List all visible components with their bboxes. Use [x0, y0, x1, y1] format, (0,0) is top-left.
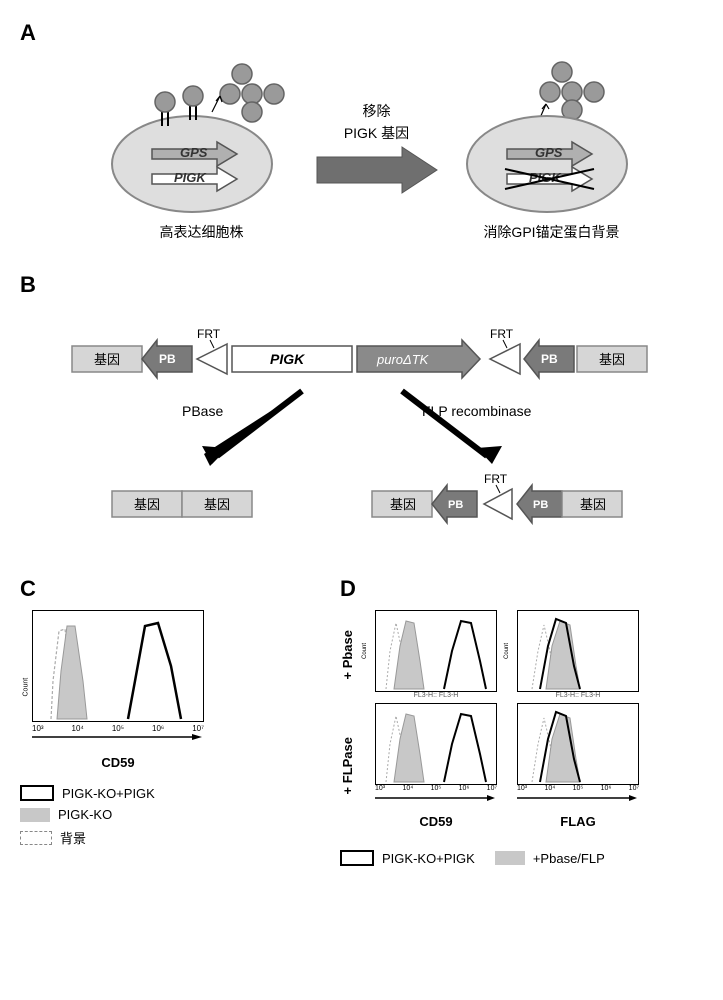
svg-text:FRT: FRT — [490, 327, 514, 341]
tick: 10⁵ — [431, 785, 442, 792]
tick: 10⁶ — [152, 724, 164, 733]
arrow-text-bottom: PIGK 基因 — [344, 123, 409, 143]
legend-row: +Pbase/FLP — [495, 851, 605, 866]
d-hist-1-2 — [517, 610, 639, 692]
right-cell-svg: GPS PIGK — [452, 54, 652, 214]
tick: 10⁵ — [112, 724, 124, 733]
svg-text:PB: PB — [448, 499, 463, 511]
panel-c: C Count 10³ 10⁴ 10⁵ — [20, 576, 300, 866]
tick: 10⁴ — [402, 785, 413, 792]
svg-text:基因: 基因 — [599, 352, 625, 367]
legend-fill-icon — [495, 851, 525, 865]
arrow-text-top: 移除 — [363, 101, 391, 121]
row1-label: + Pbase — [340, 630, 355, 680]
d-hist-2-1 — [375, 703, 497, 785]
tiny-y: Count — [504, 651, 510, 659]
d-col1-label: CD59 — [375, 814, 497, 829]
panel-b: B 基因 PB FRT PIGK puroΔTK — [20, 272, 703, 546]
svg-text:FRT: FRT — [484, 472, 508, 486]
big-arrow-icon — [312, 145, 442, 195]
svg-text:基因: 基因 — [134, 497, 160, 512]
legend-row: PIGK-KO+PIGK — [20, 785, 300, 801]
legend-row: 背景 — [20, 828, 300, 847]
row2-label: + FLPase — [340, 737, 355, 794]
panel-a: A — [20, 20, 703, 242]
panel-d-label: D — [340, 576, 703, 602]
d-col2-label: FLAG — [517, 814, 639, 829]
left-cell-diagram: GPS PIGK 高表达细胞株 — [102, 54, 302, 242]
left-cell-svg: GPS PIGK — [102, 54, 302, 214]
svg-text:PIGK: PIGK — [270, 351, 305, 367]
left-cell-caption: 高表达细胞株 — [160, 222, 244, 242]
svg-text:PBase: PBase — [182, 403, 223, 419]
panel-c-histogram — [32, 610, 204, 722]
legend-dash-icon — [20, 831, 52, 845]
svg-text:FLP recombinase: FLP recombinase — [422, 403, 532, 419]
legend1-text: PIGK-KO+PIGK — [62, 786, 155, 801]
svg-text:基因: 基因 — [94, 352, 120, 367]
tick: 10³ — [517, 785, 527, 792]
panel-a-content: GPS PIGK 高表达细胞株 移除 PIGK 基因 — [20, 54, 703, 242]
legend-outline-icon — [20, 785, 54, 801]
right-cell-diagram: GPS PIGK 消除GPI锚定蛋白背景 — [452, 54, 652, 242]
legend2-text: PIGK-KO — [58, 807, 112, 822]
count-axis-label: Count — [23, 684, 30, 696]
tick: 10⁴ — [544, 785, 555, 792]
legend-fill-icon — [20, 808, 50, 822]
panel-a-label: A — [20, 20, 703, 46]
panel-cd-row: C Count 10³ 10⁴ 10⁵ — [20, 576, 703, 866]
panel-b-label: B — [20, 272, 703, 298]
panel-c-label: C — [20, 576, 300, 602]
svg-text:PIGK: PIGK — [174, 170, 207, 185]
tick: 10⁵ — [573, 785, 584, 792]
svg-text:基因: 基因 — [390, 497, 416, 512]
tiny-x: FL3-H:: FL3-H — [517, 692, 639, 699]
panel-b-content: 基因 PB FRT PIGK puroΔTK FRT — [20, 306, 703, 546]
tick: 10⁷ — [629, 785, 639, 792]
tick: 10⁷ — [192, 724, 204, 733]
svg-text:puroΔTK: puroΔTK — [376, 352, 430, 367]
tick: 10⁷ — [487, 785, 497, 792]
d-hist-2-2 — [517, 703, 639, 785]
legend-row: PIGK-KO — [20, 807, 300, 822]
panel-b-svg: 基因 PB FRT PIGK puroΔTK FRT — [52, 306, 672, 546]
legend-outline-icon — [340, 850, 374, 866]
tick: 10³ — [32, 724, 44, 733]
panel-d: D + Pbase Count FL3-H:: FL3-H Count — [340, 576, 703, 866]
tiny-x: FL3-H:: FL3-H — [375, 692, 497, 699]
d-legend2: +Pbase/FLP — [533, 851, 605, 866]
svg-text:FRT: FRT — [197, 327, 221, 341]
tick: 10⁶ — [459, 785, 470, 792]
tick: 10⁴ — [72, 724, 84, 733]
d-legend1: PIGK-KO+PIGK — [382, 851, 475, 866]
svg-text:PB: PB — [159, 352, 176, 366]
svg-text:GPS: GPS — [180, 145, 208, 160]
d-hist-1-1 — [375, 610, 497, 692]
svg-text:PB: PB — [533, 499, 548, 511]
svg-text:GPS: GPS — [535, 145, 563, 160]
svg-text:基因: 基因 — [580, 497, 606, 512]
legend-row: PIGK-KO+PIGK — [340, 850, 475, 866]
tick: 10³ — [375, 785, 385, 792]
tiny-y: Count — [362, 651, 368, 659]
tick: 10⁶ — [601, 785, 612, 792]
svg-text:基因: 基因 — [204, 497, 230, 512]
right-cell-caption: 消除GPI锚定蛋白背景 — [483, 222, 619, 242]
svg-text:PB: PB — [541, 352, 558, 366]
center-arrow-block: 移除 PIGK 基因 — [312, 101, 442, 195]
legend3-text: 背景 — [60, 828, 86, 847]
panel-c-axis: CD59 — [32, 755, 204, 770]
